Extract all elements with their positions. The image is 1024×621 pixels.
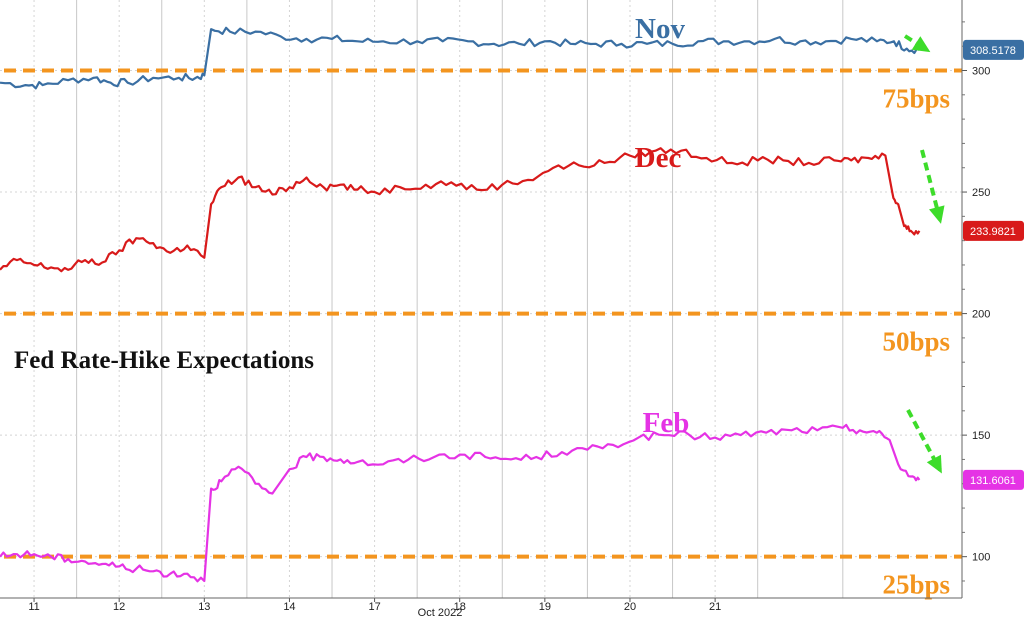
y-tick-label: 300 [972, 65, 990, 77]
series-line-nov [0, 26, 920, 90]
trend-arrows [903, 34, 945, 474]
last-value-text-feb: 131.6061 [970, 475, 1016, 487]
trend-arrow-head [926, 454, 942, 474]
reference-line-label: 75bps [882, 83, 950, 113]
series-line-feb [0, 423, 921, 583]
last-value-text-dec: 233.9821 [970, 226, 1016, 238]
x-tick-label: 11 [28, 601, 39, 613]
series-label-feb: Feb [643, 407, 690, 439]
series-lines [0, 26, 921, 583]
last-value-badges: 308.5178 233.9821 131.6061 [963, 39, 1024, 490]
y-tick-label: 100 [972, 552, 990, 564]
trend-arrow-head [911, 36, 931, 53]
trend-arrow-shaft [903, 34, 929, 52]
x-tick-label: 14 [283, 601, 295, 613]
last-value-badge-nov [963, 39, 1024, 60]
trend-arrow-head [929, 205, 945, 224]
series-labels: Nov Dec Feb [635, 13, 690, 439]
chart-title: Fed Rate-Hike Expectations [14, 347, 314, 374]
x-axis-label: Oct 2022 [418, 607, 463, 619]
x-tick-label: 17 [368, 601, 380, 613]
last-value-text-nov: 308.5178 [970, 45, 1016, 57]
series-line-dec [0, 147, 921, 273]
series-label-nov: Nov [635, 13, 685, 45]
reference-line-label: 50bps [882, 327, 950, 357]
y-tick-label: 200 [972, 309, 990, 321]
series-label-dec: Dec [635, 142, 682, 174]
x-tick-label: 20 [624, 601, 636, 613]
last-value-badge-dec [963, 220, 1024, 241]
axes: 11 12 13 14 17 18 19 20 21 100 150 200 250 300 [0, 0, 990, 613]
y-tick-label: 150 [972, 430, 990, 442]
y-tick-label: 250 [972, 187, 990, 199]
grid-lines [0, 0, 962, 598]
last-value-badge-feb [963, 469, 1024, 490]
reference-line-label: 25bps [882, 570, 950, 600]
x-tick-label: 12 [113, 601, 125, 613]
reference-lines: 75bps 50bps 25bps [4, 68, 962, 600]
x-tick-label: 18 [454, 601, 466, 613]
x-tick-label: 13 [198, 601, 210, 613]
x-tick-label: 21 [709, 601, 721, 613]
x-tick-label: 19 [539, 601, 551, 613]
